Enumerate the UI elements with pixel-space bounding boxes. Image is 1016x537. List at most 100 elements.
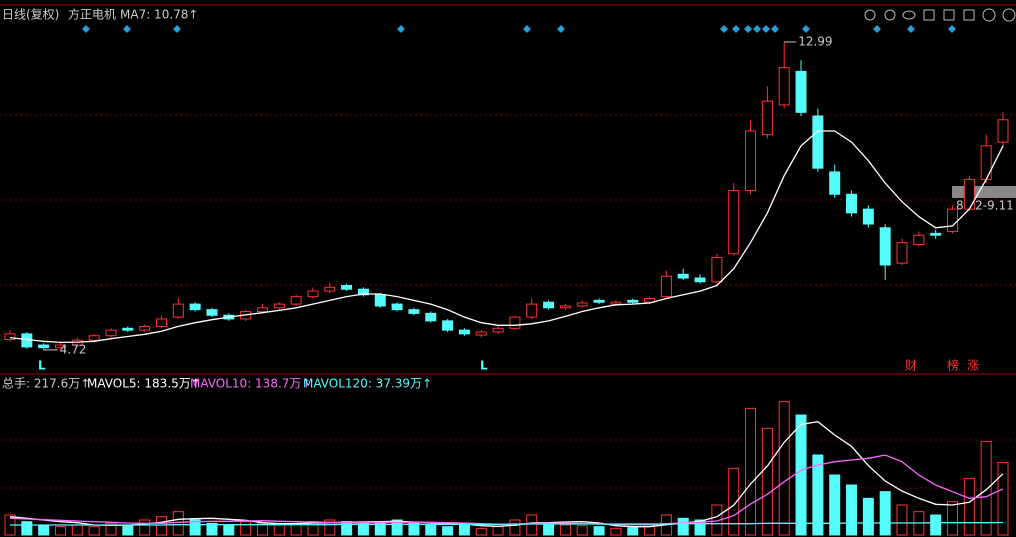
- diamond: [948, 25, 956, 33]
- volume-bar: [627, 527, 639, 536]
- candle-body: [694, 277, 706, 283]
- diamond: [82, 25, 90, 33]
- candle-body: [543, 301, 555, 309]
- candle-body: [980, 145, 992, 180]
- candle-body: [172, 303, 184, 318]
- volume-bar: [896, 504, 908, 536]
- candle-body: [509, 316, 521, 329]
- volume-bar: [761, 427, 773, 536]
- candle-body: [442, 320, 454, 331]
- eye-icon[interactable]: [902, 10, 916, 20]
- signal-diamonds: [82, 25, 956, 33]
- candle-body: [795, 70, 807, 113]
- volume-bar: [846, 484, 858, 536]
- candle-body: [458, 329, 470, 335]
- volume-bar: [492, 526, 504, 536]
- stock-name: 方正电机: [68, 7, 116, 22]
- volume-bar: [324, 519, 336, 536]
- volume-bar: [139, 519, 151, 536]
- volume-bar: [728, 467, 740, 536]
- badge: 财: [905, 359, 917, 373]
- candle-body: [4, 333, 16, 340]
- candle-body: [913, 234, 925, 246]
- candle-body: [324, 286, 336, 292]
- diamond: [397, 25, 405, 33]
- candle-body: [930, 232, 942, 236]
- volume-bar: [54, 526, 66, 536]
- volume-bar: [357, 522, 369, 536]
- mavol10-label: MAVOL10: 138.7万↑: [190, 377, 311, 391]
- candle-body: [610, 301, 622, 305]
- volume-bar: [189, 519, 201, 536]
- candle-body: [189, 303, 201, 311]
- toolbar: [864, 8, 1016, 22]
- low-signal: L: [480, 359, 488, 373]
- candle-body: [391, 303, 403, 311]
- volume-bar: [88, 526, 100, 536]
- draw-icon[interactable]: [884, 9, 896, 21]
- range-box: [952, 186, 1016, 198]
- candle-body: [374, 294, 386, 307]
- volume-bar: [812, 454, 824, 536]
- diamond: [173, 25, 181, 33]
- volume-bar: [71, 524, 83, 536]
- volume-bar: [930, 514, 942, 536]
- volume-bar: [273, 524, 285, 536]
- diamond: [907, 25, 915, 33]
- volume-bar: [862, 497, 874, 536]
- diamond: [762, 25, 770, 33]
- volume-bar: [21, 521, 33, 536]
- diamond: [771, 25, 779, 33]
- volume-bar: [122, 524, 134, 536]
- mavol5-label: MAVOL5: 183.5万↑: [87, 377, 201, 391]
- volume-bar: [745, 407, 757, 536]
- diamond: [753, 25, 761, 33]
- volume-bar: [475, 527, 487, 536]
- volume-bar: [408, 522, 420, 536]
- diamond: [123, 25, 131, 33]
- candle-body: [963, 178, 975, 210]
- volume-bar: [391, 519, 403, 536]
- volume-bar: [172, 511, 184, 536]
- add-icon[interactable]: [982, 8, 996, 22]
- lock-icon[interactable]: [943, 9, 955, 21]
- candle-body: [728, 190, 740, 255]
- candle-body: [88, 335, 100, 341]
- panel-icon[interactable]: [963, 9, 975, 21]
- candle-body: [593, 299, 605, 303]
- badge: 涨: [967, 358, 979, 373]
- candle-body: [357, 288, 369, 296]
- diamond: [744, 25, 752, 33]
- volume-bar: [240, 521, 252, 536]
- settings-icon[interactable]: [864, 9, 876, 21]
- diamond: [720, 25, 728, 33]
- mavol5-line: [9, 421, 1004, 528]
- volume-bar: [593, 526, 605, 536]
- more-icon[interactable]: [1002, 8, 1016, 22]
- candle-body: [879, 227, 891, 266]
- volume-bar: [458, 524, 470, 536]
- mavol120-label: MAVOL120: 37.39万↑: [303, 377, 432, 391]
- candle-body: [559, 305, 571, 309]
- volume-bar: [206, 522, 218, 536]
- total-volume: 总手: 217.6万↑: [2, 377, 90, 391]
- candle-body: [627, 299, 639, 303]
- volume-bar: [155, 516, 167, 536]
- candle-body: [38, 344, 50, 349]
- volume-bar: [879, 491, 891, 536]
- candle-body: [761, 100, 773, 136]
- candle-body: [492, 327, 504, 333]
- basket-icon[interactable]: [923, 9, 935, 21]
- candle-body: [290, 296, 302, 305]
- volume-bar: [980, 441, 992, 536]
- volume-bar: [694, 519, 706, 536]
- volume-bar: [829, 474, 841, 536]
- candle-body: [155, 318, 167, 327]
- ma7-line: [9, 130, 1004, 344]
- volume-bar: [38, 524, 50, 536]
- candle-body: [273, 303, 285, 309]
- low-label: 4.72: [60, 342, 87, 356]
- candle-body: [677, 273, 689, 279]
- volume-bar: [997, 461, 1009, 536]
